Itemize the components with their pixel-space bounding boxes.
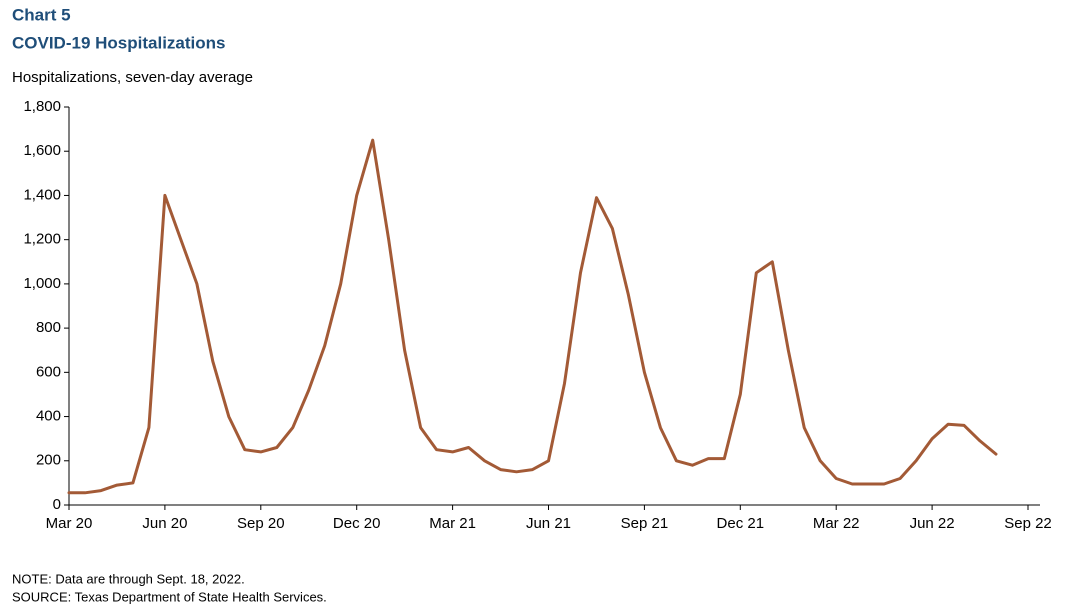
x-tick-label: Sep 22 — [1004, 515, 1052, 532]
y-tick-label: 800 — [36, 319, 61, 336]
x-tick-label: Jun 22 — [910, 515, 955, 532]
data-line — [67, 138, 998, 495]
x-tick-label: Dec 21 — [717, 515, 765, 532]
x-tick-label: Mar 21 — [429, 515, 476, 532]
x-tick-label: Jun 21 — [526, 515, 571, 532]
x-tick-label: Sep 20 — [237, 515, 285, 532]
y-tick-label: 1,600 — [23, 142, 61, 159]
x-tick-label: Dec 20 — [333, 515, 381, 532]
x-tick-label: Sep 21 — [621, 515, 669, 532]
x-tick-label: Mar 20 — [46, 515, 93, 532]
y-tick-label: 1,000 — [23, 275, 61, 292]
source: SOURCE: Texas Department of State Health… — [12, 589, 327, 604]
y-tick-label: 1,200 — [23, 231, 61, 248]
x-tick-label: Jun 20 — [142, 515, 187, 532]
x-tick-label: Mar 22 — [813, 515, 860, 532]
y-tick-label: 600 — [36, 363, 61, 380]
chart-subtitle: COVID-19 Hospitalizations — [12, 33, 225, 52]
y-tick-label: 1,800 — [23, 98, 61, 115]
note: NOTE: Data are through Sept. 18, 2022. — [12, 571, 245, 586]
chart-title: Chart 5 — [12, 5, 71, 24]
y-tick-label: 400 — [36, 408, 61, 425]
y-tick-label: 1,400 — [23, 186, 61, 203]
y-tick-label: 200 — [36, 452, 61, 469]
y-axis-label: Hospitalizations, seven-day average — [12, 69, 253, 86]
y-tick-label: 0 — [53, 496, 61, 513]
